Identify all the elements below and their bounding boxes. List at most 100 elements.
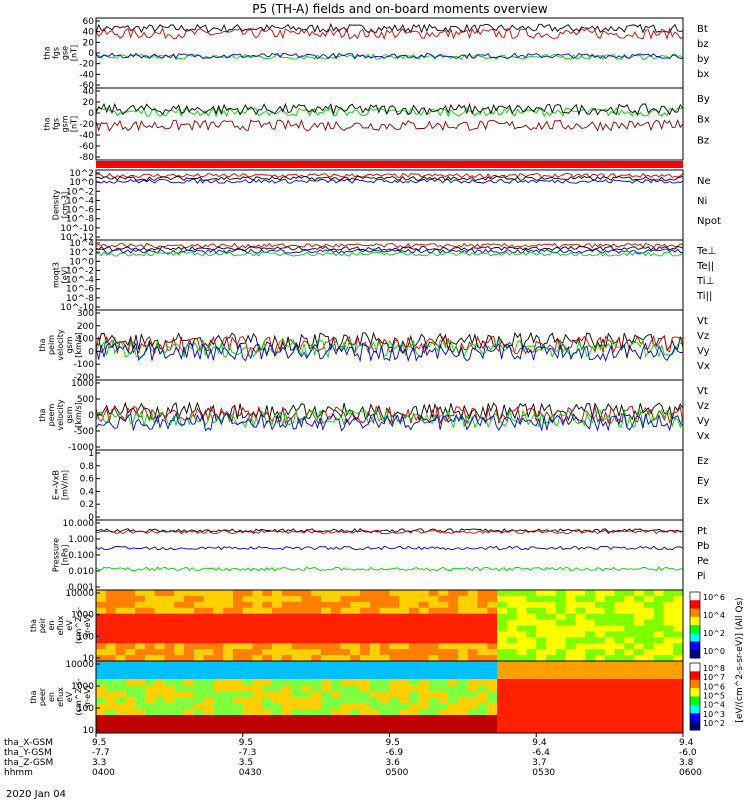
y-tick-label: 10^-12 (60, 233, 94, 243)
y-tick-label: 10 (83, 654, 95, 664)
colorbar-segment (690, 663, 700, 672)
y-axis-label: Pressure (52, 538, 61, 572)
time-row-value: 0530 (532, 768, 555, 778)
series-line (95, 529, 684, 535)
y-tick-label: -100 (74, 360, 95, 370)
y-tick-label: 10000 (65, 660, 94, 670)
y-tick-label: 0 (88, 109, 94, 119)
y-tick-label: 0.010 (68, 567, 94, 577)
time-row-value: 3.8 (679, 758, 694, 768)
y-tick-label: 20 (83, 98, 95, 108)
series-line (95, 178, 684, 184)
time-row-value: 9.4 (679, 738, 694, 748)
y-axis-label: tha (29, 690, 38, 703)
legend-entry: Vy (697, 346, 710, 357)
colorbar-segment (690, 600, 700, 609)
y-tick-label: 10^-10 (60, 303, 94, 313)
y-tick-label: 0.2 (80, 500, 94, 510)
legend-entry: Vx (697, 361, 710, 372)
colorbar-segment (690, 608, 700, 618)
legend-entry: Bz (697, 135, 709, 146)
y-axis-label: (cm^2-s- (74, 678, 83, 715)
y-tick-label: 10^-10 (60, 224, 94, 234)
panel-frame (95, 239, 684, 311)
legend-entry: Bx (697, 115, 710, 126)
y-axis-label: moqt3 (52, 262, 61, 288)
series-line (95, 26, 684, 41)
legend-entry: Ni (697, 196, 707, 207)
y-tick-label: 0.4 (80, 487, 95, 497)
y-axis-label: [nT] (70, 116, 79, 132)
legend-entry: by (697, 54, 709, 65)
y-axis-label: gsm (61, 115, 70, 132)
heatmap-peer (96, 661, 684, 734)
y-tick-label: 0 (88, 49, 94, 59)
y-axis-label: gsm (65, 336, 74, 353)
y-axis-label: gse (61, 46, 70, 60)
time-row-label: tha_Y-GSM (4, 748, 52, 758)
series-line (95, 52, 684, 60)
time-row-value: -7.7 (92, 748, 110, 758)
y-tick-label: 10^-4 (66, 196, 94, 206)
legend-entry: Ti|| (696, 291, 712, 302)
legend-entry: Npot (697, 216, 721, 227)
series-line (95, 334, 684, 356)
y-axis-label: fgs (52, 47, 61, 59)
y-axis-label: sr-eV) (83, 685, 92, 708)
y-tick-label: 10^2 (69, 248, 94, 258)
y-axis-label: [nT] (70, 45, 79, 61)
colorbar-tick: 10^8 (703, 664, 725, 673)
y-axis-label: eV (65, 620, 74, 631)
y-tick-label: 0.100 (68, 551, 94, 561)
y-tick-label: 300 (77, 309, 94, 319)
y-axis-label: [eV] (61, 267, 70, 284)
y-tick-label: 1000 (71, 682, 94, 692)
legend-entry: Ti⊥ (696, 276, 714, 287)
y-axis-label: E=-VxB (52, 470, 61, 500)
plot-title: P5 (TH-A) fields and on-board moments ov… (252, 2, 548, 16)
y-axis-label: eV (65, 691, 74, 702)
series-line (95, 248, 684, 254)
colorbar-segment (690, 696, 700, 706)
y-tick-label: 10^-8 (66, 294, 94, 304)
legend-entry: Vz (697, 401, 709, 412)
time-row-value: 0400 (92, 768, 115, 778)
y-tick-label: 10.000 (63, 519, 95, 529)
panel-frame (95, 17, 684, 89)
y-axis-label: peim (47, 335, 56, 355)
colorbar-tick: 10^4 (703, 611, 725, 620)
colorbar-segment (690, 671, 700, 681)
y-axis-label: tha (38, 338, 47, 351)
y-axis-label: (cm^2-s- (74, 607, 83, 644)
legend-entry: Bt (697, 24, 708, 35)
colorbar-label: [eV/(cm^2-s-sr-eV)] (All Qs) (735, 597, 745, 722)
y-tick-label: 0.001 (68, 583, 94, 593)
y-axis-label: tha (29, 619, 38, 632)
panel-density: 10^210^010^-210^-410^-610^-810^-1010^-12… (52, 169, 721, 243)
legend-entry: Ey (697, 476, 709, 487)
y-axis-label: eflux (56, 615, 65, 635)
series-line (95, 566, 684, 572)
colorbar-segment (690, 633, 700, 642)
y-axis-label: tha (38, 408, 47, 421)
panel-temperature: 10^410^210^010^-210^-410^-610^-810^-10 mo… (52, 239, 717, 313)
colorbar-tick: 10^7 (703, 673, 725, 682)
y-axis-label: velocity (56, 329, 65, 361)
status-bar (96, 161, 683, 168)
colorbar-segment (690, 679, 700, 689)
panel-peem_velocity: 1000 500 0 -500 -1000 tha peem velocity gsm [km/s… (38, 379, 710, 453)
series-line (95, 242, 684, 249)
date-label: 2020 Jan 04 (6, 789, 66, 800)
panel-pressure: 10.000 1.000 0.100 0.010 0.001 Pressure [nPa] P… (52, 519, 710, 593)
y-tick-label: 0 (88, 411, 94, 421)
y-axis-label: [cm-3] (61, 192, 70, 218)
legend-entry: bz (697, 39, 709, 50)
y-tick-label: 0.8 (80, 462, 95, 472)
y-tick-label: 1000 (71, 379, 94, 389)
y-tick-label: 60 (83, 17, 95, 27)
time-row-label: hhmm (4, 768, 33, 778)
y-tick-label: -60 (79, 142, 94, 152)
series-line (95, 102, 684, 117)
